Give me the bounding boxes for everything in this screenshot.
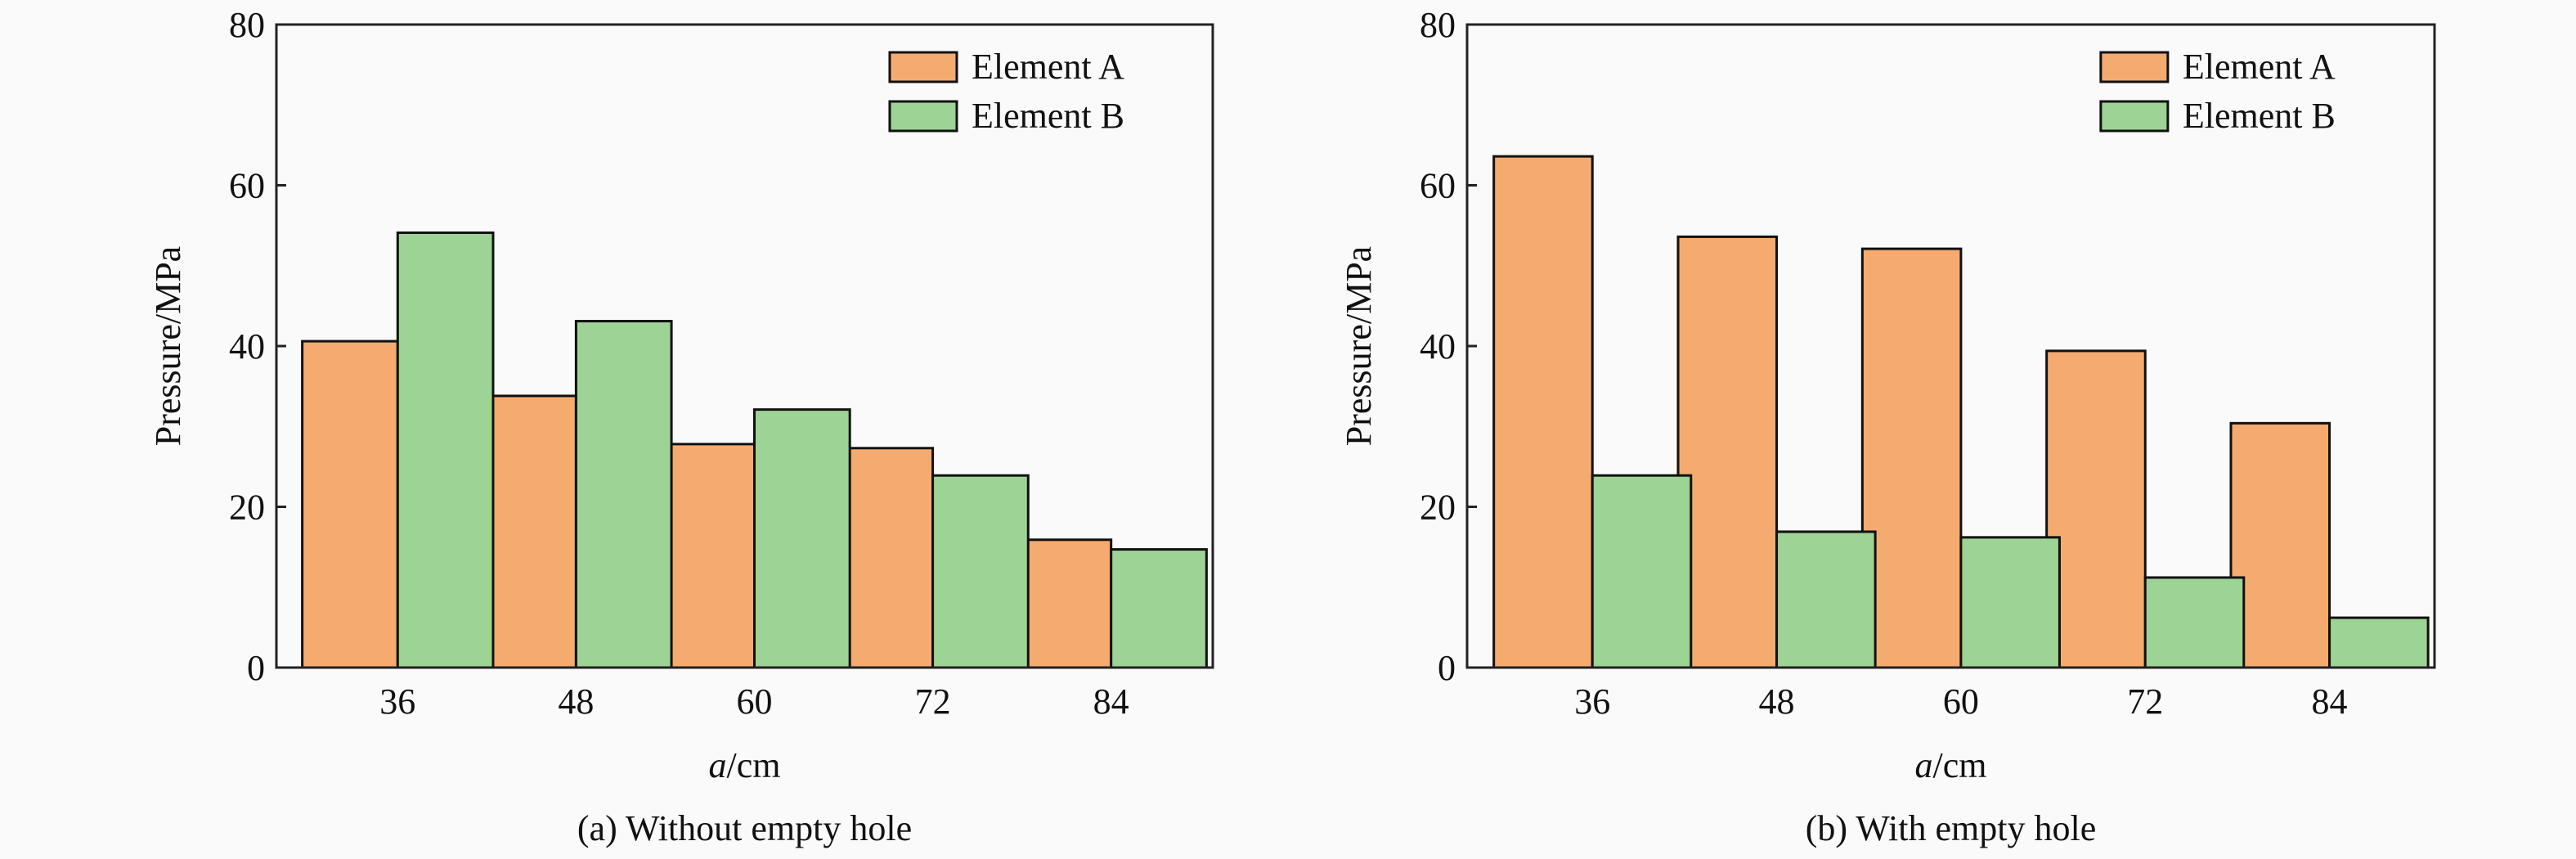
- x-tick-label: 72: [915, 681, 951, 722]
- x-axis-label: a/cm: [709, 745, 781, 785]
- bar-element-b-48: [574, 320, 673, 669]
- y-tick-label: 80: [229, 5, 265, 45]
- x-tick-label: 84: [1093, 681, 1129, 722]
- legend-label: Element A: [2183, 47, 2336, 87]
- y-tick-label: 0: [1438, 648, 1456, 688]
- legend-label: Element A: [972, 47, 1124, 87]
- x-tick-label: 60: [736, 681, 772, 722]
- x-tick-label: 48: [1759, 681, 1795, 722]
- y-tick-label: 60: [229, 166, 265, 206]
- bar-element-a-48: [479, 394, 577, 669]
- y-tick-label: 0: [247, 648, 265, 688]
- bar-element-a-72: [836, 447, 935, 669]
- bar-element-a-84: [2229, 421, 2331, 669]
- bar-element-a-36: [301, 340, 399, 669]
- bar-element-a-72: [2045, 349, 2147, 669]
- legend-swatch: [2099, 100, 2170, 133]
- bar-element-b-36: [1591, 474, 1693, 669]
- legend-swatch: [888, 100, 958, 133]
- x-axis-label-unit: /cm: [1933, 745, 1987, 785]
- x-tick-label: 36: [379, 681, 415, 722]
- bar-element-a-60: [657, 443, 756, 669]
- y-tick-label: 60: [1420, 166, 1456, 206]
- bar-element-b-60: [752, 408, 851, 669]
- y-tick-label: 20: [229, 488, 265, 528]
- x-axis-label-italic: a: [709, 745, 727, 785]
- legend-label: Element B: [2183, 96, 2336, 136]
- bar-element-b-36: [396, 231, 495, 669]
- bar-element-b-84: [1110, 548, 1208, 669]
- y-axis-label: Pressure/MPa: [148, 246, 188, 446]
- legend-swatch: [2099, 51, 2170, 83]
- y-axis-label: Pressure/MPa: [1339, 246, 1379, 446]
- legend-label: Element B: [972, 96, 1124, 136]
- x-tick-label: 72: [2127, 681, 2163, 722]
- legend-swatch: [888, 51, 958, 83]
- bar-element-a-84: [1014, 538, 1113, 669]
- x-tick-label: 84: [2312, 681, 2348, 722]
- chart-panel-a: 0 20 40 60 80 36 48 60 72 84 Pressure/MPa a/cm (a) W…: [148, 5, 1214, 848]
- bar-element-a-60: [1860, 247, 1963, 669]
- x-tick-label: 48: [558, 681, 594, 722]
- y-tick-label: 40: [1420, 326, 1456, 367]
- x-axis-label-unit: /cm: [727, 745, 781, 785]
- chart-panel-b: 0 20 40 60 80 36 48 60 72 84 Pressure/MPa a/cm (b) W…: [1339, 5, 2436, 848]
- panel-caption: (a) Without empty hole: [577, 808, 912, 848]
- y-tick-label: 40: [229, 326, 265, 367]
- y-tick-label: 20: [1420, 488, 1456, 528]
- y-tick-label: 80: [1420, 5, 1456, 45]
- x-axis-label: a/cm: [1915, 745, 1987, 785]
- bar-element-b-60: [1959, 536, 2061, 669]
- bar-element-a-36: [1492, 155, 1594, 669]
- x-tick-label: 36: [1574, 681, 1610, 722]
- bar-element-b-84: [2328, 616, 2430, 669]
- bar-element-b-72: [2143, 576, 2246, 669]
- panel-caption: (b) With empty hole: [1806, 808, 2096, 848]
- bar-element-a-48: [1676, 235, 1779, 669]
- bar-element-b-48: [1775, 530, 1877, 669]
- bar-element-b-72: [931, 474, 1030, 669]
- x-axis-label-italic: a: [1915, 745, 1933, 785]
- x-tick-label: 60: [1943, 681, 1979, 722]
